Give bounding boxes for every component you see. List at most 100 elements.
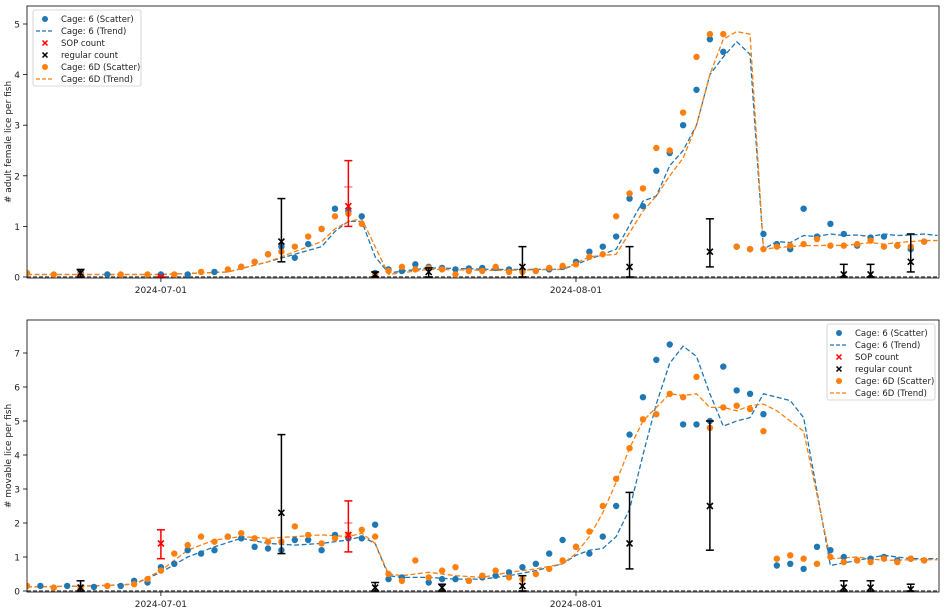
scatter-point xyxy=(331,535,339,542)
x-marker xyxy=(371,584,379,592)
scatter-point xyxy=(894,242,901,249)
x-tick-label: 2024-07-01 xyxy=(135,286,187,296)
scatter-point xyxy=(291,254,298,261)
scatter-point xyxy=(626,195,633,202)
axes-frame xyxy=(26,319,940,593)
x-marker xyxy=(867,270,875,278)
scatter-point xyxy=(773,562,781,569)
adult-female-lice-chart: 0 1 2 3 4 5 2024-07-01 2024-08-01 # adult female… xyxy=(4,5,940,296)
legend-label: Cage: 6 (Trend) xyxy=(61,27,126,37)
x-marker xyxy=(706,248,714,256)
scatter-point xyxy=(586,248,593,255)
scatter-point xyxy=(452,564,459,571)
scatter-point xyxy=(251,258,258,266)
scatter-point xyxy=(117,271,124,278)
x-marker xyxy=(344,202,352,210)
scatter-point xyxy=(720,363,727,370)
scatter-point xyxy=(599,243,606,250)
scatter-point xyxy=(318,540,325,547)
scatter-point xyxy=(920,557,928,564)
errorbar xyxy=(371,581,380,592)
scatter-point xyxy=(827,547,834,554)
scatter-point xyxy=(827,242,834,249)
errorbar xyxy=(906,583,915,592)
legend-scatter-icon xyxy=(42,64,48,70)
legend-box xyxy=(826,323,936,401)
scatter-point xyxy=(224,266,232,273)
scatter-point xyxy=(318,547,325,554)
scatter-point xyxy=(653,144,660,152)
y-tick-label: 0 xyxy=(14,588,20,598)
scatter-point xyxy=(853,557,861,564)
scatter-point xyxy=(599,251,606,258)
legend-label: regular count xyxy=(855,365,913,375)
scatter-point xyxy=(693,421,700,428)
scatter-point xyxy=(50,584,57,591)
scatter-point xyxy=(773,243,781,250)
scatter-point xyxy=(452,266,459,273)
legend-label: Cage: 6D (Trend) xyxy=(855,389,927,399)
scatter-point xyxy=(492,572,499,579)
legend-label: Cage: 6 (Trend) xyxy=(855,341,920,351)
scatter-point xyxy=(358,526,365,533)
trend-line xyxy=(27,30,938,276)
y-tick-label: 5 xyxy=(14,21,20,31)
y-tick-label: 4 xyxy=(14,71,20,81)
scatter-point xyxy=(639,416,647,423)
scatter-point xyxy=(291,536,298,544)
scatter-point xyxy=(693,373,700,380)
errorbar xyxy=(518,245,527,278)
x-tick-label: 2024-07-01 xyxy=(135,600,187,610)
scatter-point xyxy=(465,267,473,275)
scatter-point xyxy=(452,575,459,583)
x-marker xyxy=(371,270,379,278)
errorbar xyxy=(156,529,165,560)
legend-scatter-icon xyxy=(42,16,48,22)
scatter-point xyxy=(840,242,847,249)
legend-label: Cage: 6D (Scatter) xyxy=(61,63,140,73)
x-marker xyxy=(76,269,85,277)
scatter-point xyxy=(639,202,647,210)
scatter-point xyxy=(492,567,499,574)
errorbar xyxy=(839,580,848,592)
scatter-point xyxy=(27,582,31,590)
scatter-point xyxy=(679,421,687,428)
legend-label: Cage: 6 (Scatter) xyxy=(61,15,134,25)
y-tick-label: 1 xyxy=(14,223,20,233)
scatter-point xyxy=(760,245,767,253)
scatter-point xyxy=(612,475,620,482)
scatter-point xyxy=(104,271,111,278)
scatter-point xyxy=(465,577,473,584)
scatter-point xyxy=(251,535,258,542)
scatter-point xyxy=(304,536,312,544)
scatter-point xyxy=(264,538,272,545)
scatter-point xyxy=(666,390,673,397)
scatter-point xyxy=(385,575,392,583)
scatter-point xyxy=(907,555,914,562)
scatter-point xyxy=(358,535,365,542)
scatter-point xyxy=(586,550,593,557)
scatter-point xyxy=(599,502,606,510)
scatter-point xyxy=(787,560,794,567)
errorbar xyxy=(76,580,85,592)
scatter-point xyxy=(438,266,446,273)
scatter-point xyxy=(144,575,151,583)
scatter-point xyxy=(398,577,406,584)
scatter-point xyxy=(385,570,392,578)
scatter-point xyxy=(398,263,406,271)
trend-line xyxy=(27,40,938,276)
scatter-point xyxy=(412,261,419,268)
scatter-point xyxy=(760,411,767,418)
errorbar xyxy=(277,197,286,263)
axes-frame xyxy=(26,5,940,279)
scatter-point xyxy=(760,230,767,238)
x-marker xyxy=(625,263,634,271)
scatter-point xyxy=(733,402,740,409)
legend-x-icon xyxy=(835,353,843,361)
scatter-point xyxy=(894,558,901,566)
y-tick-label: 0 xyxy=(14,274,20,284)
scatter-point xyxy=(90,583,98,591)
scatter-point xyxy=(438,567,446,574)
scatter-point xyxy=(733,243,740,250)
errorbar xyxy=(518,574,527,592)
